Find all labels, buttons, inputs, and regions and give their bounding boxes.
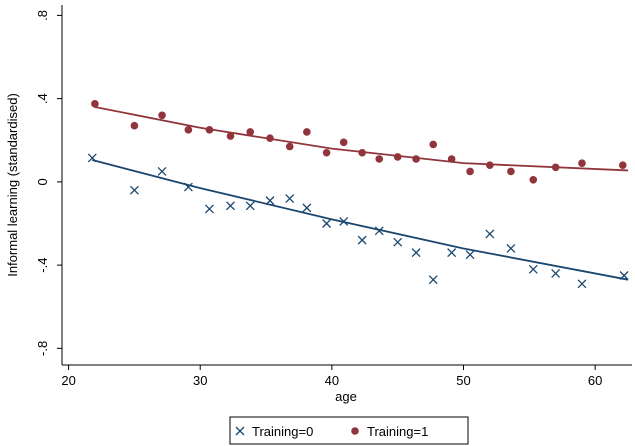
marker-x [129,185,139,195]
marker-circle [412,155,420,163]
marker-x [357,235,367,245]
y-tick-label: -.8 [35,341,50,356]
marker-circle [303,128,311,136]
marker-circle [429,140,438,149]
legend-symbol [235,426,245,436]
marker-circle [529,175,538,184]
marker-x [302,203,312,213]
marker-circle [618,161,627,170]
marker-circle [507,167,515,176]
legend-label: Training=0 [252,424,313,439]
x-tick-label: 60 [588,373,602,388]
marker-circle [266,134,274,142]
legend-label: Training=1 [367,424,428,439]
marker-x [428,275,438,285]
marker-x [226,201,235,211]
marker-circle [130,121,139,130]
marker-circle [578,159,586,167]
marker-circle [486,161,494,170]
marker-x [322,219,332,228]
y-tick-label: .4 [35,93,50,104]
marker-circle [393,153,402,161]
marker-x [374,226,384,236]
marker-x [447,248,457,258]
marker-circle [358,148,366,157]
marker-x [265,196,275,206]
marker-circle [339,138,348,147]
marker-x [245,201,255,211]
marker-x [619,271,629,280]
y-tick-label: .8 [35,10,50,21]
legend-symbol [351,427,359,435]
marker-x [551,268,561,278]
marker-circle [246,128,255,136]
fit-line [92,159,629,281]
marker-x [506,244,516,253]
x-tick-label: 40 [325,373,339,388]
x-tick-label: 50 [456,373,470,388]
marker-x [157,167,167,176]
y-axis-title: Informal learning (standardised) [5,93,20,277]
marker-x [465,250,475,260]
fit-line [94,106,629,172]
marker-circle [91,100,99,108]
marker-circle [285,142,294,151]
marker-x [485,229,495,239]
marker-circle [226,132,235,140]
marker-x [528,264,538,274]
y-tick-label: 0 [35,178,50,185]
marker-circle [466,167,474,176]
marker-circle [551,163,560,172]
marker-x [87,153,97,163]
y-tick-label: -.4 [35,258,50,273]
x-tick-label: 30 [193,373,207,388]
marker-circle [158,111,166,120]
x-tick-label: 20 [61,373,75,388]
marker-x [285,194,295,203]
legend-box [229,416,469,445]
marker-circle [184,126,193,134]
marker-x [204,204,214,214]
marker-circle [447,155,456,163]
x-axis-title: age [335,389,357,404]
marker-circle [205,126,214,134]
marker-x [577,279,587,289]
marker-x [339,216,349,226]
marker-x [393,237,403,247]
marker-x [183,182,193,192]
marker-circle [322,148,331,157]
marker-x [411,248,421,258]
marker-circle [375,155,384,163]
